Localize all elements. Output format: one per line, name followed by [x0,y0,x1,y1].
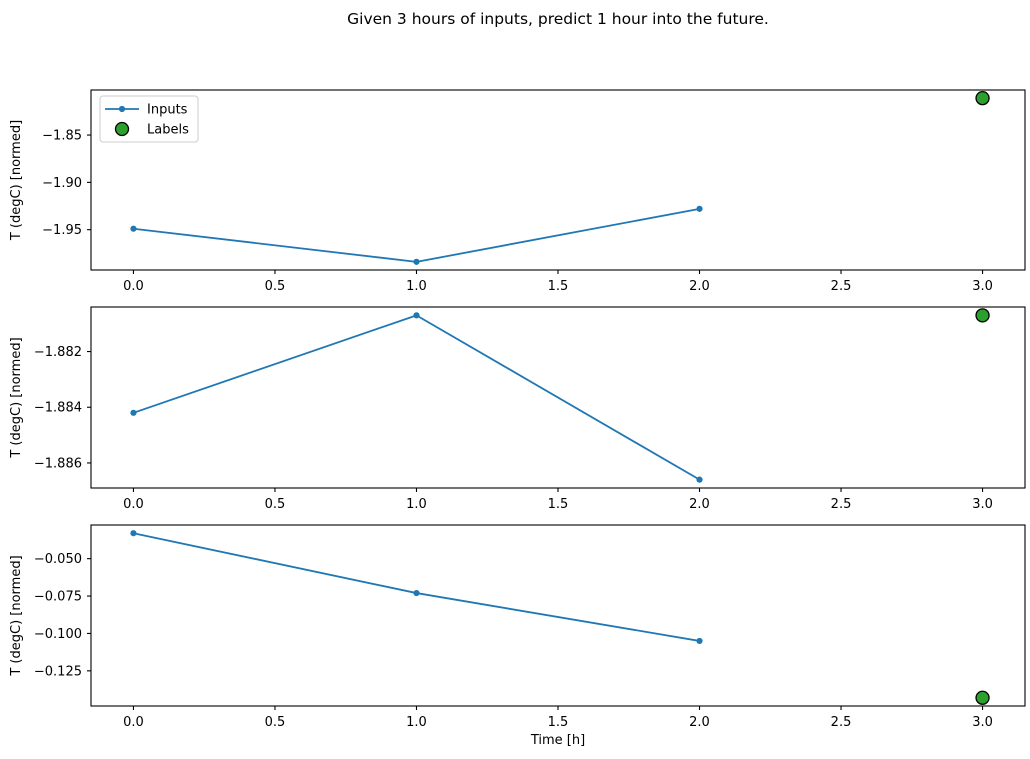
y-tick-label: −1.882 [34,345,82,360]
y-tick-label: −0.050 [34,552,82,567]
x-tick-label: 2.5 [831,279,852,294]
inputs-marker [130,225,137,232]
subplot-2: 0.0 0.5 1.0 1.5 2.0 2.5 3.0 −1.882 −1.884 −1.886 T… [9,306,1026,512]
inputs-marker [413,312,420,319]
x-tick-label: 0.5 [265,497,286,512]
x-tick-label: 0.0 [123,715,144,730]
x-tick-label: 2.5 [831,497,852,512]
x-tick-label: 2.0 [689,497,710,512]
y-tick-label: −1.884 [34,401,82,416]
x-axis-label: Time [h] [530,733,585,748]
y-tick-label: −0.125 [34,664,82,679]
x-tick-label: 3.0 [972,279,993,294]
inputs-line [133,207,700,263]
inputs-marker [696,205,703,212]
inputs-line [133,532,700,642]
inputs-marker [130,409,137,416]
axes-spines [90,89,1026,271]
x-tick-label: 1.5 [548,715,569,730]
x-tick-label: 1.0 [406,279,427,294]
legend-labels-marker-sample [114,121,130,137]
x-tick-label: 3.0 [972,497,993,512]
inputs-marker [696,476,703,483]
x-tick-label: 1.0 [406,497,427,512]
x-tick-label: 0.5 [265,715,286,730]
y-tick-label: −1.95 [42,223,82,238]
y-axis-label: T (degC) [normed] [9,120,24,241]
labels-marker [975,690,990,705]
x-tick-label: 2.5 [831,715,852,730]
subplot-3: 0.0 0.5 1.0 1.5 2.0 2.5 3.0 −0.050 −0.075 −0.100 −… [9,524,1026,748]
inputs-marker [696,637,703,645]
x-tick-label: 1.5 [548,497,569,512]
legend-inputs-marker-sample [118,105,126,113]
y-tick-label: −0.100 [34,627,82,642]
x-tick-label: 3.0 [972,715,993,730]
inputs-marker [130,530,137,537]
y-tick-label: −1.886 [34,456,82,471]
x-tick-label: 0.5 [265,279,286,294]
inputs-marker [413,589,420,597]
y-tick-label: −1.90 [42,176,82,191]
inputs-marker [413,258,420,265]
x-tick-label: 2.0 [689,715,710,730]
y-axis-label: T (degC) [normed] [9,337,24,458]
x-tick-label: 1.5 [548,279,569,294]
y-axis-label: T (degC) [normed] [9,555,24,676]
legend: Inputs Labels [99,95,199,143]
legend-entry-labels-label: Labels [147,123,189,138]
x-tick-label: 1.0 [406,715,427,730]
y-tick-label: −1.85 [42,129,82,144]
subplot-1: 0.0 0.5 1.0 1.5 2.0 2.5 3.0 −1.85 −1.90 −1.95 T (d… [9,89,1026,294]
labels-marker [975,308,990,323]
figure-title: Given 3 hours of inputs, predict 1 hour … [347,10,769,28]
legend-entry-inputs-label: Inputs [147,103,188,118]
x-tick-label: 2.0 [689,279,710,294]
axes-spines [90,524,1026,707]
x-tick-label: 0.0 [123,279,144,294]
labels-marker [975,90,990,106]
x-tick-label: 0.0 [123,497,144,512]
inputs-line [133,314,700,481]
y-tick-label: −0.075 [34,590,82,605]
